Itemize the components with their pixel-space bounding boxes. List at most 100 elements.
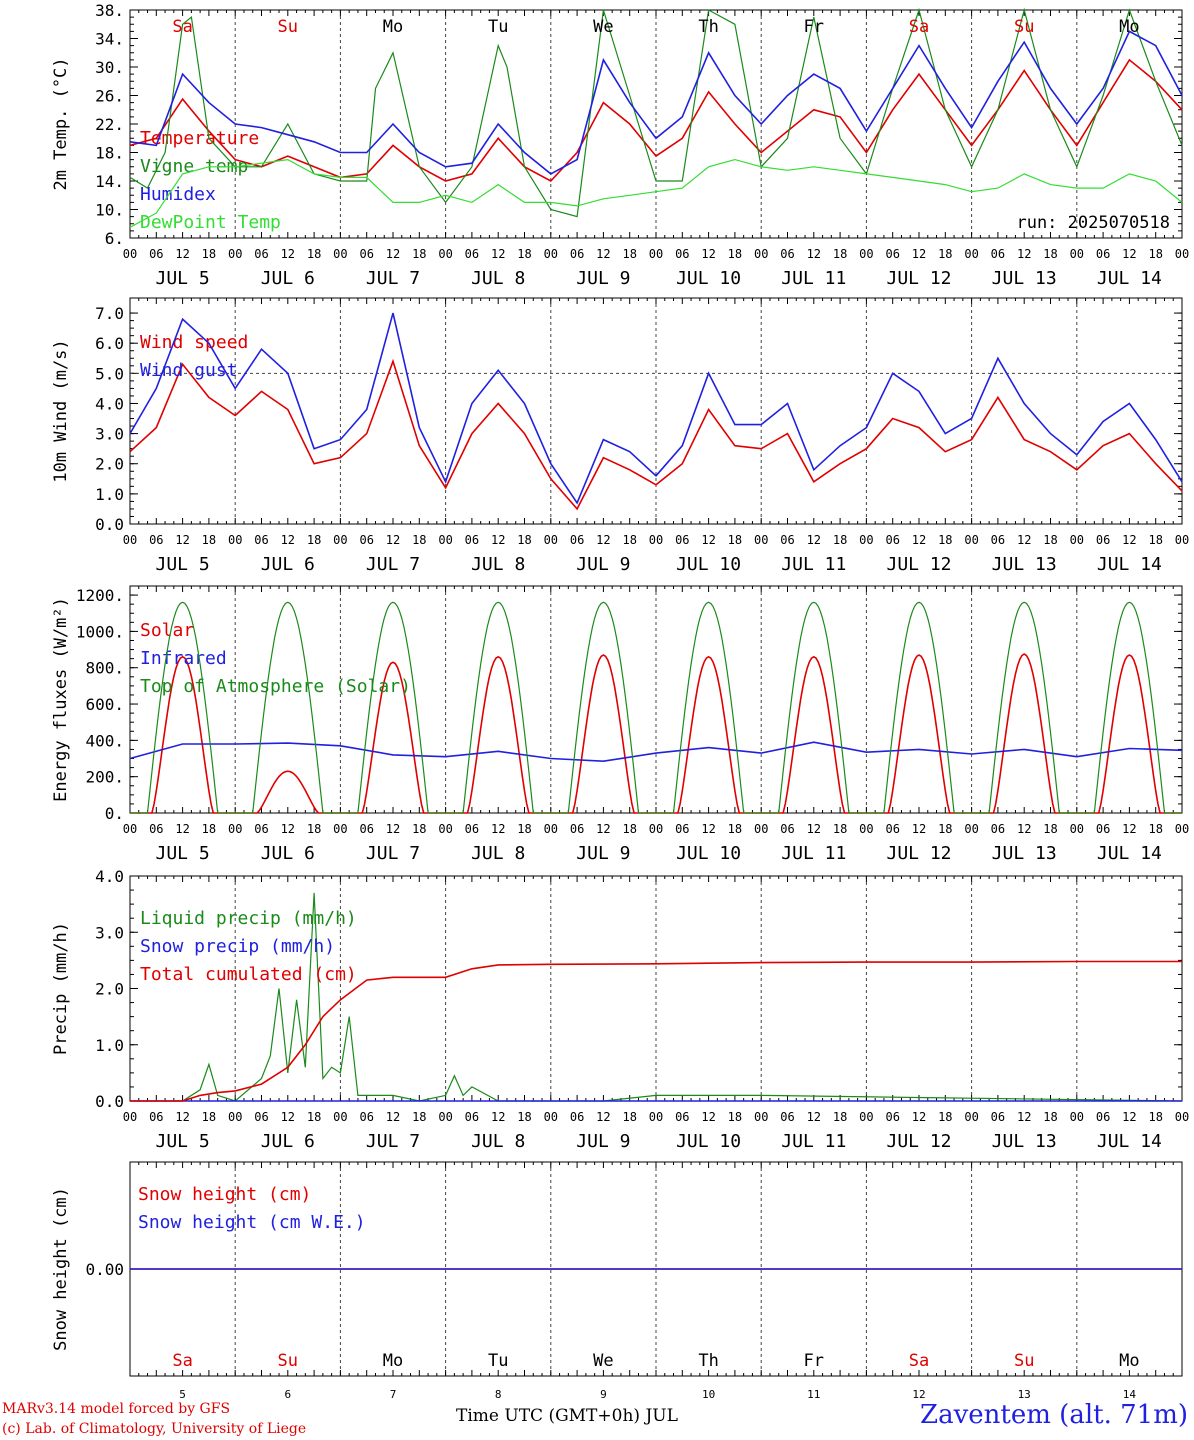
legend-entry: Infrared bbox=[140, 648, 227, 669]
hour-label: 18 bbox=[307, 533, 321, 547]
hour-label: 00 bbox=[438, 533, 452, 547]
hour-label: 00 bbox=[1070, 822, 1084, 836]
date-label: JUL 12 bbox=[886, 268, 951, 289]
date-label: JUL 7 bbox=[366, 843, 420, 864]
hour-label: 18 bbox=[1043, 822, 1057, 836]
hour-label: 06 bbox=[359, 822, 373, 836]
y-axis-label: Snow height (cm) bbox=[51, 1187, 71, 1351]
hour-label: 18 bbox=[938, 1110, 952, 1124]
y-tick-label: 0.0 bbox=[95, 1092, 124, 1111]
hour-label: 00 bbox=[859, 247, 873, 261]
day-name: Mo bbox=[1119, 17, 1139, 37]
date-label: JUL 9 bbox=[576, 268, 630, 289]
hour-label: 06 bbox=[254, 1110, 268, 1124]
legend-entry: Snow precip (mm/h) bbox=[140, 936, 335, 957]
y-axis-label: 10m Wind (m/s) bbox=[51, 339, 71, 482]
day-name: Mo bbox=[1119, 1351, 1139, 1371]
legend-entry: Snow height (cm W.E.) bbox=[138, 1212, 366, 1233]
hour-label: 00 bbox=[649, 533, 663, 547]
legend-entry: Top of Atmosphere (Solar) bbox=[140, 676, 411, 697]
hour-label: 12 bbox=[175, 822, 189, 836]
hour-label: 06 bbox=[1096, 533, 1110, 547]
date-label: JUL 9 bbox=[576, 843, 630, 864]
hour-label: 00 bbox=[859, 822, 873, 836]
hour-label: 18 bbox=[833, 1110, 847, 1124]
date-label: JUL 10 bbox=[676, 1131, 741, 1152]
hour-label: 12 bbox=[912, 247, 926, 261]
y-tick-label: 4.0 bbox=[95, 394, 124, 413]
y-tick-label: 1200. bbox=[76, 586, 124, 605]
hour-label: 06 bbox=[149, 822, 163, 836]
hour-label: 18 bbox=[938, 247, 952, 261]
hour-label: 12 bbox=[175, 1110, 189, 1124]
date-label: JUL 11 bbox=[781, 268, 846, 289]
date-label: JUL 8 bbox=[471, 554, 525, 575]
hour-label: 12 bbox=[386, 533, 400, 547]
hour-label: 18 bbox=[412, 1110, 426, 1124]
legend-entry: Temperature bbox=[140, 128, 259, 149]
day-name: Tu bbox=[488, 1351, 508, 1371]
hour-label: 00 bbox=[1175, 822, 1189, 836]
hour-label: 18 bbox=[412, 247, 426, 261]
y-tick-label: 0.00 bbox=[85, 1260, 124, 1279]
day-name: We bbox=[593, 17, 613, 37]
y-tick-label: 38. bbox=[95, 1, 124, 20]
hour-label: 00 bbox=[228, 533, 242, 547]
series-line-vigne-temp bbox=[129, 7, 1183, 218]
hour-label: 06 bbox=[780, 533, 794, 547]
hour-label: 06 bbox=[675, 822, 689, 836]
hour-label: 06 bbox=[991, 1110, 1005, 1124]
hour-label: 12 bbox=[701, 247, 715, 261]
hour-label: 06 bbox=[675, 533, 689, 547]
y-tick-label: 26. bbox=[95, 87, 124, 106]
day-name: Sa bbox=[909, 17, 929, 37]
hour-label: 12 bbox=[281, 247, 295, 261]
hour-label: 12 bbox=[596, 533, 610, 547]
legend-entry: Vigne temp bbox=[140, 156, 248, 177]
hour-label: 12 bbox=[807, 247, 821, 261]
hour-label: 12 bbox=[807, 822, 821, 836]
hour-label: 00 bbox=[438, 247, 452, 261]
hour-label: 06 bbox=[359, 1110, 373, 1124]
hour-label: 00 bbox=[754, 1110, 768, 1124]
hour-label: 12 bbox=[1122, 822, 1136, 836]
hour-label: 06 bbox=[570, 1110, 584, 1124]
hour-label: 06 bbox=[254, 822, 268, 836]
date-label: JUL 6 bbox=[261, 1131, 315, 1152]
date-label: JUL 8 bbox=[471, 843, 525, 864]
day-number: 11 bbox=[807, 1388, 820, 1401]
y-tick-label: 5.0 bbox=[95, 364, 124, 383]
y-tick-label: 200. bbox=[85, 768, 124, 787]
hour-label: 06 bbox=[885, 533, 899, 547]
hour-label: 06 bbox=[254, 247, 268, 261]
date-label: JUL 10 bbox=[676, 843, 741, 864]
day-name: Fr bbox=[804, 17, 824, 37]
hour-label: 06 bbox=[991, 822, 1005, 836]
y-tick-label: 3.0 bbox=[95, 425, 124, 444]
y-tick-label: 4.0 bbox=[95, 867, 124, 886]
hour-label: 12 bbox=[596, 822, 610, 836]
hour-label: 18 bbox=[622, 822, 636, 836]
hour-label: 18 bbox=[833, 533, 847, 547]
y-tick-label: 1.0 bbox=[95, 485, 124, 504]
hour-label: 00 bbox=[333, 533, 347, 547]
hour-label: 06 bbox=[465, 1110, 479, 1124]
hour-label: 00 bbox=[544, 533, 558, 547]
hour-label: 06 bbox=[570, 247, 584, 261]
hour-label: 06 bbox=[465, 247, 479, 261]
hour-label: 18 bbox=[1043, 533, 1057, 547]
date-label: JUL 8 bbox=[471, 1131, 525, 1152]
hour-label: 12 bbox=[1017, 247, 1031, 261]
date-label: JUL 6 bbox=[261, 268, 315, 289]
y-tick-label: 2.0 bbox=[95, 980, 124, 999]
y-axis-label: Energy fluxes (W/m²) bbox=[51, 597, 71, 802]
series-line-temperature bbox=[129, 58, 1183, 182]
hour-label: 00 bbox=[333, 822, 347, 836]
date-label: JUL 10 bbox=[676, 554, 741, 575]
hour-label: 12 bbox=[912, 1110, 926, 1124]
hour-label: 00 bbox=[544, 247, 558, 261]
day-number: 14 bbox=[1123, 1388, 1137, 1401]
series-line-infrared bbox=[129, 741, 1183, 763]
hour-label: 18 bbox=[517, 822, 531, 836]
legend-entry: Wind gust bbox=[140, 360, 238, 381]
